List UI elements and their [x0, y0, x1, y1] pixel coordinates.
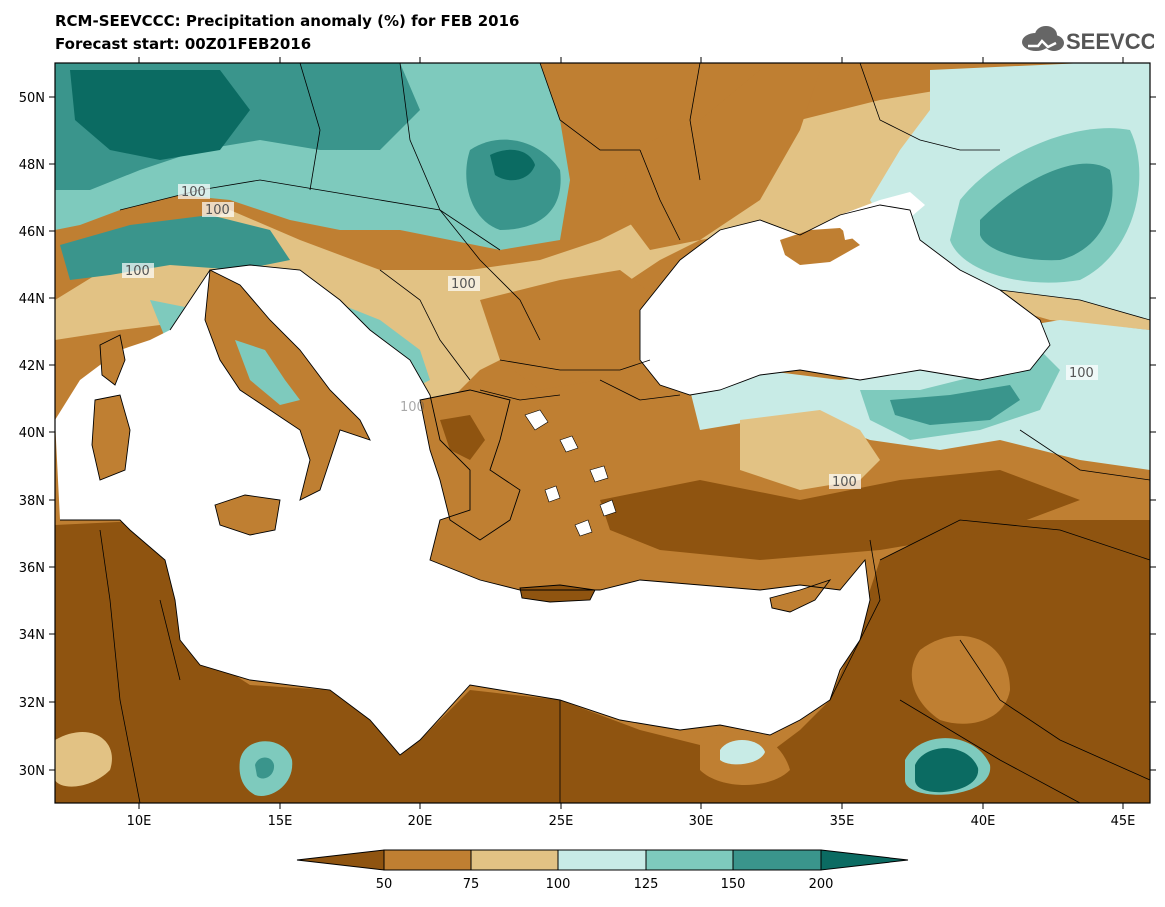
logo-wordmark: SEEVCCC	[1066, 29, 1154, 54]
sicily-land	[215, 495, 280, 535]
anomaly-blob-egypt	[720, 740, 765, 765]
lon-tick-label: 35E	[830, 814, 855, 829]
contour-labels: 100 100 100 100 100 100 100	[122, 184, 1098, 490]
lat-tick-label: 38N	[19, 494, 45, 509]
legend-swatch-100-125	[557, 849, 647, 871]
lon-tick-label: 40E	[971, 814, 996, 829]
lat-tick-label: 42N	[19, 359, 45, 374]
anomaly-region-very-dry-south	[55, 520, 1150, 803]
corsica-land	[100, 335, 125, 385]
lat-tick-label: 32N	[19, 696, 45, 711]
lon-tick-label: 45E	[1111, 814, 1136, 829]
anomaly-region-levant	[911, 635, 1010, 724]
color-legend: 50 75 100 125 150 200	[296, 849, 909, 892]
anomaly-region-wettest-germany	[70, 70, 250, 160]
legend-label: 125	[634, 877, 659, 892]
contour-label: 100	[400, 400, 425, 415]
anomaly-blob-saudi-core	[915, 748, 979, 793]
seevccc-logo: SEEVCCC	[1022, 26, 1154, 54]
lat-tick-label: 34N	[19, 628, 45, 643]
lat-tick-label: 30N	[19, 764, 45, 779]
anomaly-region-central-anatolia	[740, 410, 880, 490]
map-field: 100 100 100 100 100 100 100	[55, 63, 1150, 803]
crete-land	[520, 585, 595, 602]
legend-swatch-75-100	[470, 849, 559, 871]
contour-label: 100	[205, 203, 230, 218]
anomaly-region-ukraine	[620, 70, 820, 250]
contour-label: 100	[832, 475, 857, 490]
lon-tick-label: 10E	[127, 814, 152, 829]
lat-tick-label: 48N	[19, 158, 45, 173]
italy-wet-coast	[235, 340, 300, 405]
cyprus-land	[770, 580, 830, 612]
forecast-start-label: Forecast start: 00Z01FEB2016	[55, 35, 312, 53]
anomaly-patch-tunisia	[55, 731, 112, 787]
black-sea	[640, 205, 1050, 395]
legend-label: 100	[546, 877, 571, 892]
legend-swatch-below-50	[296, 849, 385, 871]
contour-label: 100	[125, 264, 150, 279]
anomaly-region-alps	[60, 215, 290, 280]
contour-label: 100	[181, 185, 206, 200]
aegean-islands	[524, 409, 617, 537]
anomaly-region-wettest-carpathians	[490, 149, 535, 181]
legend-swatch-150-200	[732, 849, 822, 871]
anomaly-region-wettest-russia	[980, 163, 1113, 261]
map-frame	[54, 62, 1151, 804]
anomaly-region-wetter-carpathians	[466, 139, 561, 230]
coastlines	[60, 204, 1051, 756]
contour-label: 100	[1069, 366, 1094, 381]
lat-tick-label: 44N	[19, 292, 45, 307]
legend-label: 50	[376, 877, 393, 892]
greece-dry-core	[440, 415, 485, 460]
map-title: RCM-SEEVCCC: Precipitation anomaly (%) f…	[55, 12, 520, 30]
lon-tick-label: 20E	[408, 814, 433, 829]
sea-of-azov	[840, 192, 925, 240]
longitude-axis: 10E 15E 20E 25E 30E 35E 40E 45E	[127, 57, 1136, 829]
anomaly-region-wettest-pontic	[890, 385, 1020, 425]
cloud-logo-icon	[1022, 26, 1064, 51]
legend-swatch-50-75	[383, 849, 472, 871]
sardinia-land	[92, 395, 130, 480]
lon-tick-label: 25E	[549, 814, 574, 829]
anomaly-region-balkans	[480, 270, 660, 390]
lon-tick-label: 15E	[268, 814, 293, 829]
lat-tick-label: 46N	[19, 225, 45, 240]
latitude-axis: 50N 48N 46N 44N 42N 40N 38N 36N 34N 32N …	[19, 91, 1156, 779]
lat-tick-label: 40N	[19, 426, 45, 441]
legend-label: 75	[463, 877, 480, 892]
legend-swatch-above-200	[820, 849, 909, 871]
lon-tick-label: 30E	[689, 814, 714, 829]
legend-label: 200	[809, 877, 834, 892]
legend-swatch-125-150	[645, 849, 734, 871]
legend-label: 150	[721, 877, 746, 892]
lat-tick-label: 36N	[19, 561, 45, 576]
lat-tick-label: 50N	[19, 91, 45, 106]
anomaly-blob-libya-core	[255, 757, 275, 779]
contour-label: 100	[451, 277, 476, 292]
anomaly-region-very-dry-anatolia	[600, 470, 1080, 560]
crimea-land	[780, 228, 860, 265]
